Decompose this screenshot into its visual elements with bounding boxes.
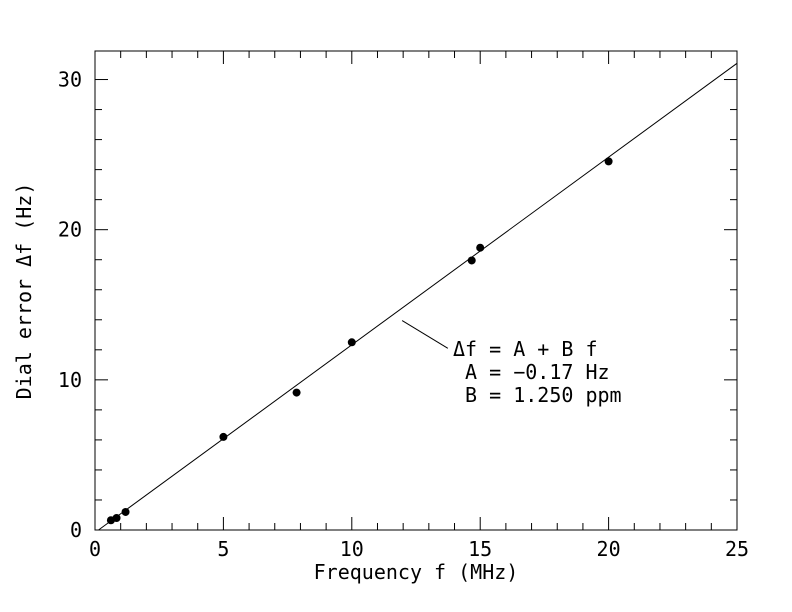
x-tick-label: 15: [468, 537, 492, 561]
data-point: [292, 388, 301, 397]
fit-annotation-line-2: A = −0.17 Hz: [453, 360, 610, 384]
data-point: [347, 338, 356, 347]
x-axis-title: Frequency f (MHz): [314, 560, 519, 584]
x-tick-label: 5: [217, 537, 229, 561]
y-tick-label: 10: [58, 368, 82, 392]
data-point: [476, 243, 485, 252]
y-axis-title: Dial error Δf (Hz): [12, 183, 36, 400]
annotation-pointer-line: [401, 320, 449, 349]
y-tick-label: 0: [70, 518, 82, 542]
x-tick-label: 20: [597, 537, 621, 561]
fit-line: [98, 62, 738, 531]
data-point: [112, 513, 121, 522]
data-point: [604, 157, 613, 166]
y-tick-label: 20: [58, 218, 82, 242]
x-tick-label: 25: [725, 537, 749, 561]
y-tick-label: 30: [58, 68, 82, 92]
plot-frame: [94, 50, 738, 531]
x-tick-label: 0: [89, 537, 101, 561]
plot-generated-layer: 0 5 10 15 20 25 0 10 20 30: [58, 50, 749, 561]
fit-annotation-line-3: B = 1.250 ppm: [453, 383, 622, 407]
data-point: [467, 256, 476, 265]
fit-annotation: Δf = A + B f A = −0.17 Hz B = 1.250 ppm: [453, 337, 622, 407]
data-point: [121, 507, 130, 516]
x-tick-label: 10: [340, 537, 364, 561]
data-point: [219, 432, 228, 441]
fit-annotation-line-1: Δf = A + B f: [453, 337, 598, 361]
